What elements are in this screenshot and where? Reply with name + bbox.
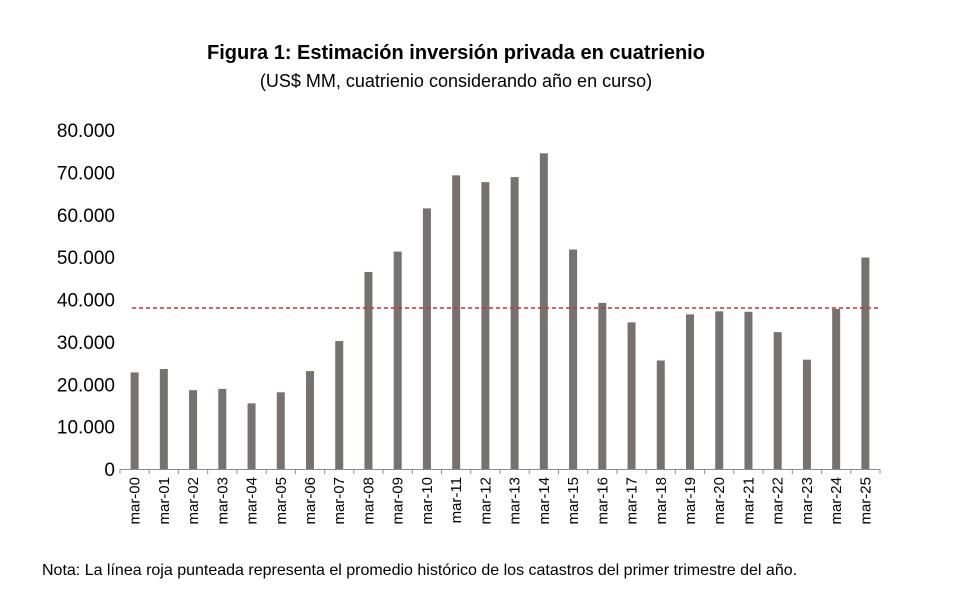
x-axis: mar-00 mar-01 mar-02 mar-03 mar-04 mar-05 mar-… [119, 469, 881, 525]
y-tick-label: 10.000 [57, 418, 115, 439]
bar [481, 182, 490, 469]
bar [306, 371, 314, 469]
x-tick-label: mar-15 [565, 477, 582, 525]
bar [452, 175, 461, 469]
bar [569, 249, 578, 469]
chart-title: Figura 1: Estimación inversión privada e… [207, 42, 705, 64]
y-tick-label: 0 [104, 460, 115, 481]
x-tick-label: mar-20 [711, 477, 728, 525]
x-tick-label: mar-14 [536, 477, 553, 525]
bar [364, 271, 373, 469]
x-tick-label: mar-04 [244, 477, 261, 525]
x-tick-label: mar-24 [828, 477, 845, 525]
y-tick-label: 30.000 [57, 333, 115, 354]
x-tick-label: mar-22 [770, 477, 787, 525]
bar [422, 208, 431, 470]
x-tick-label: mar-11 [448, 477, 465, 523]
y-tick-label: 60.000 [57, 206, 115, 227]
x-tick-label: mar-02 [185, 477, 202, 525]
bar [686, 314, 694, 469]
bar [715, 311, 724, 469]
x-tick-label: mar-17 [624, 477, 641, 525]
x-tick-label: mar-18 [653, 477, 670, 525]
bar [393, 251, 402, 469]
bar [276, 392, 285, 469]
bar-chart: 0 10.000 20.000 30.000 40.000 50.000 60.000 70.… [57, 121, 881, 525]
x-tick-label: mar-05 [273, 477, 290, 525]
bar [335, 341, 344, 469]
bar [247, 403, 256, 469]
bar [656, 360, 665, 469]
chart-subtitle: (US$ MM, cuatrienio considerando año en … [259, 71, 653, 91]
x-tick-label: mar-01 [156, 477, 173, 525]
y-tick-label: 20.000 [57, 375, 115, 396]
bar [189, 390, 198, 469]
x-tick-label: mar-09 [390, 477, 407, 525]
x-tick-label: mar-23 [799, 477, 816, 525]
y-axis: 0 10.000 20.000 30.000 40.000 50.000 60.000 70.… [57, 121, 115, 481]
bar [802, 359, 811, 469]
x-tick-label: mar-25 [857, 477, 874, 525]
bar [744, 311, 753, 469]
x-tick-label: mar-06 [302, 477, 319, 525]
y-tick-label: 80.000 [57, 121, 115, 142]
x-tick-label: mar-07 [331, 477, 348, 525]
x-tick-label: mar-03 [214, 477, 231, 525]
bar [598, 302, 607, 469]
bar [627, 322, 636, 469]
bar [130, 372, 139, 469]
bar [159, 368, 168, 469]
x-tick-label: mar-16 [594, 477, 611, 525]
chart-note: Nota: La línea roja punteada representa … [42, 562, 798, 579]
x-tick-label: mar-00 [127, 477, 144, 525]
x-tick-label: mar-19 [682, 477, 699, 525]
bar [510, 177, 519, 469]
x-tick-label: mar-12 [477, 477, 494, 525]
bar [832, 308, 841, 469]
bars [130, 153, 870, 470]
bar [861, 257, 870, 469]
x-tick-label: mar-08 [360, 477, 377, 525]
bar [773, 332, 782, 469]
y-tick-label: 40.000 [57, 291, 115, 312]
y-tick-label: 70.000 [57, 163, 115, 184]
x-tick-label: mar-13 [507, 477, 524, 525]
bar [539, 153, 548, 469]
x-tick-label: mar-10 [419, 477, 436, 525]
x-tick-label: mar-21 [740, 477, 757, 525]
y-tick-label: 50.000 [57, 248, 115, 269]
bar [218, 388, 227, 469]
